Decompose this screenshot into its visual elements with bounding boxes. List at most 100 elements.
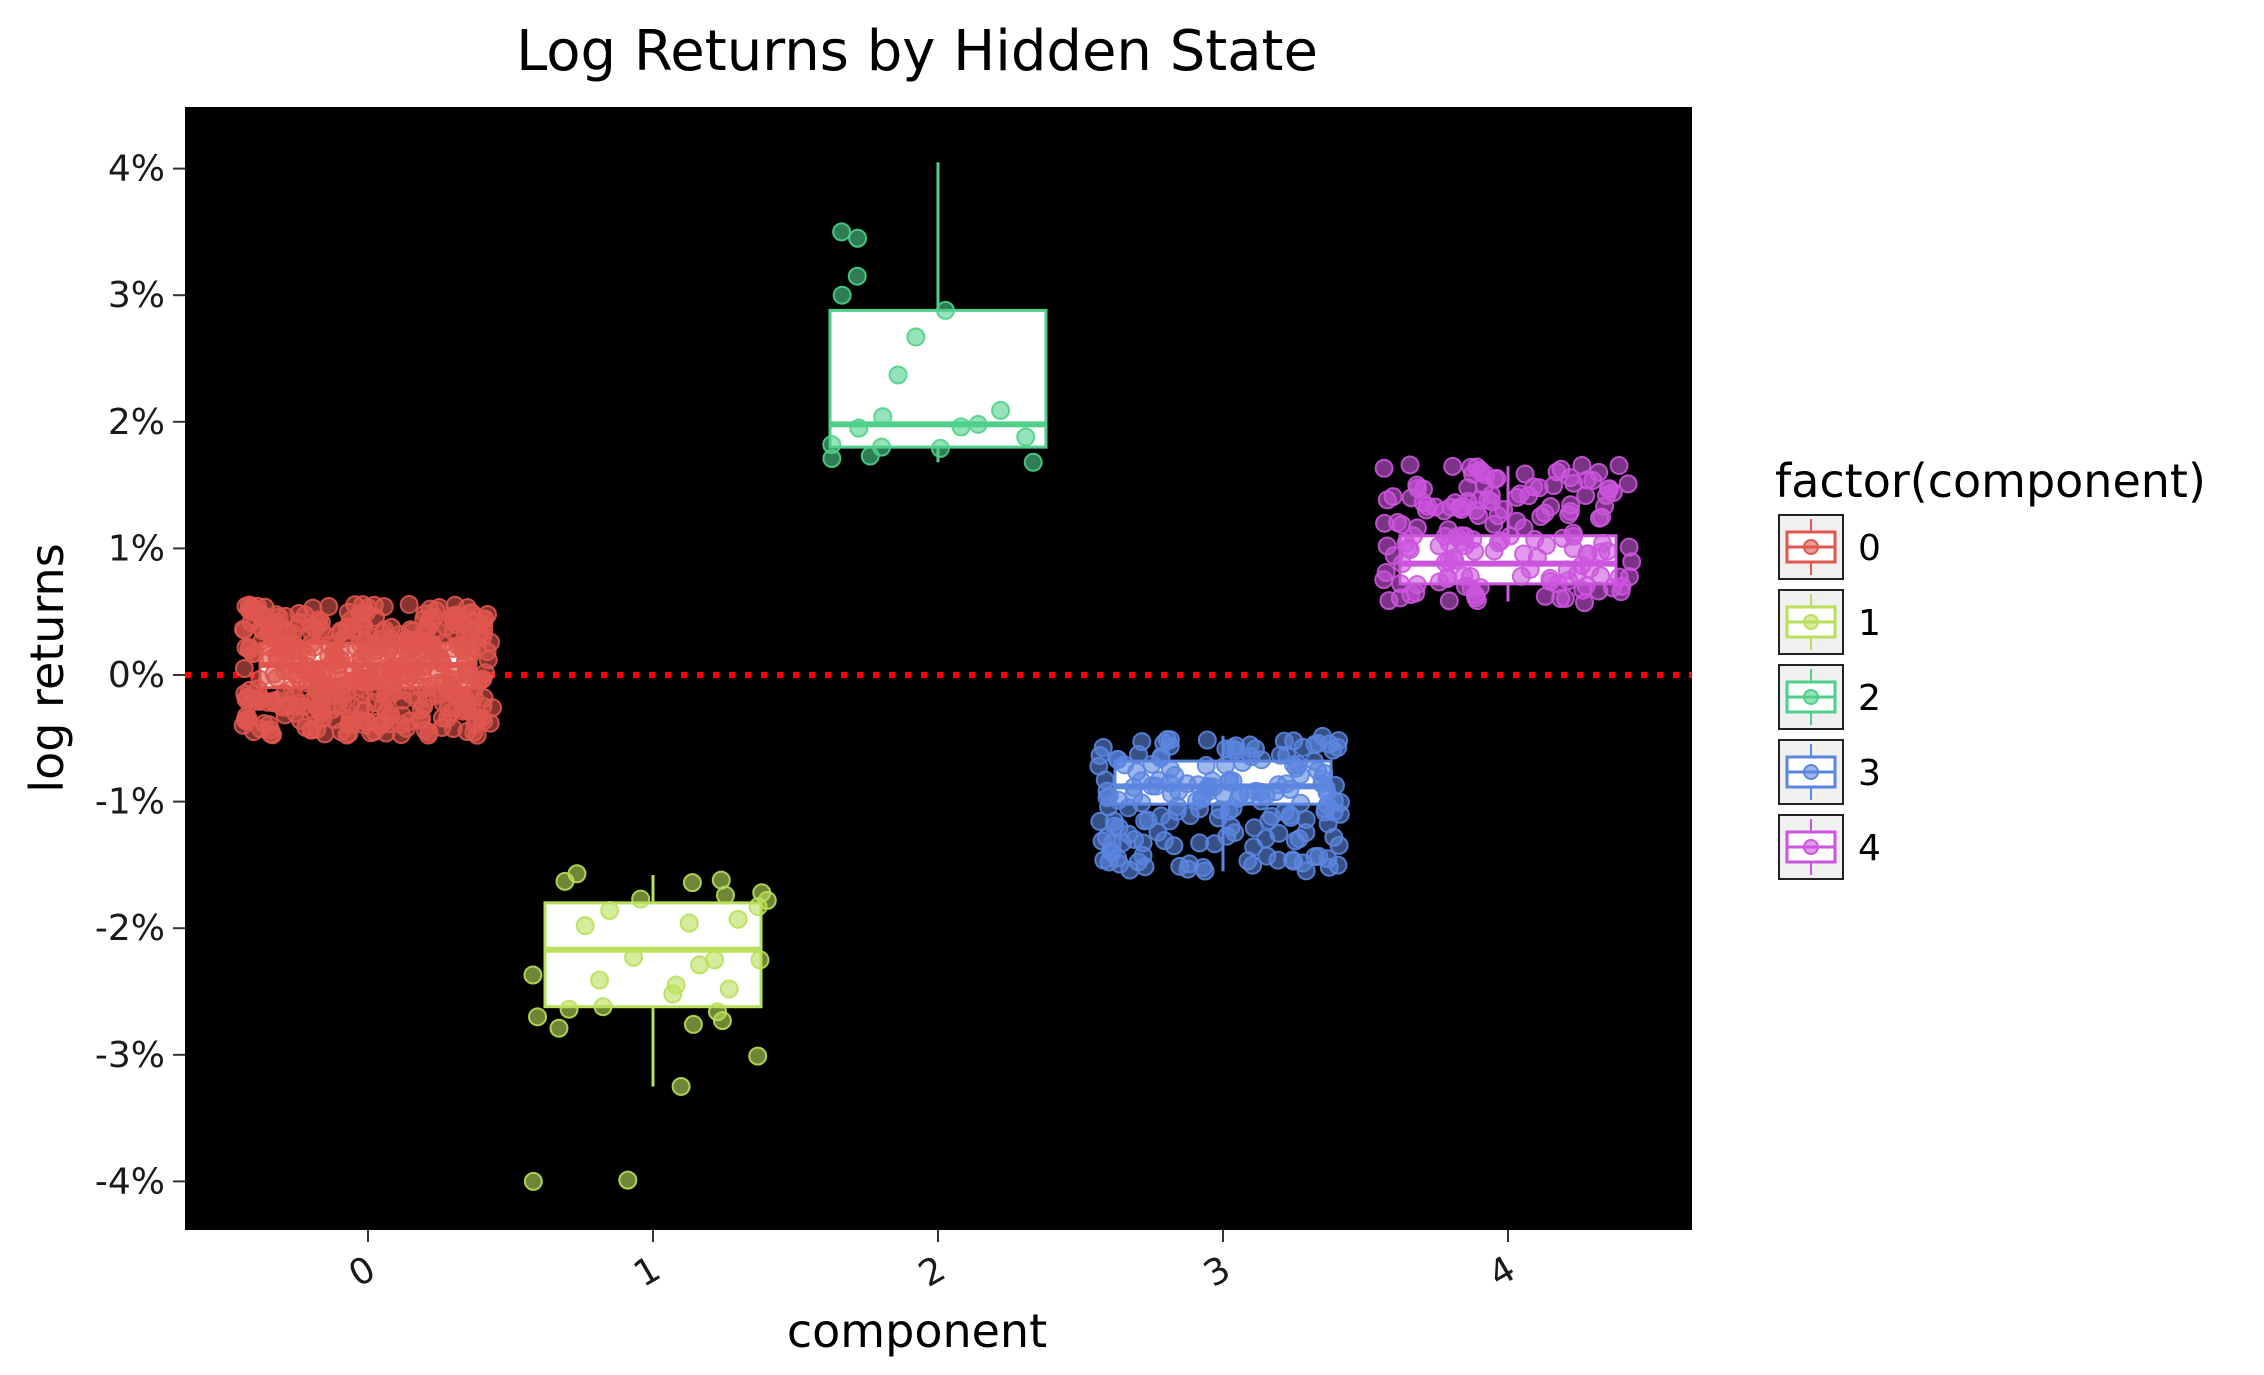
y-tick-label: -1%	[95, 782, 165, 823]
points-0	[233, 594, 502, 745]
data-point	[301, 634, 321, 654]
data-point	[331, 623, 351, 643]
data-point	[1609, 456, 1629, 476]
data-point	[593, 997, 613, 1017]
data-point	[1167, 801, 1187, 821]
legend-label: 3	[1858, 753, 1881, 794]
data-point	[682, 873, 702, 893]
legend-label: 1	[1858, 603, 1881, 644]
data-point	[1560, 468, 1580, 488]
data-point	[332, 695, 352, 715]
data-point	[1574, 593, 1594, 613]
data-point	[549, 1018, 569, 1038]
points-4	[1374, 455, 1642, 613]
data-point	[373, 696, 393, 716]
data-point	[523, 965, 543, 985]
data-point	[873, 407, 893, 427]
data-point	[1618, 474, 1638, 494]
data-point	[306, 679, 326, 699]
data-point	[1435, 526, 1455, 546]
data-point	[1400, 455, 1420, 475]
legend-entry-1: 1	[1778, 589, 1881, 655]
data-point	[285, 686, 305, 706]
data-point	[748, 1046, 768, 1066]
data-point	[1283, 851, 1303, 871]
data-point	[1023, 452, 1043, 472]
data-point	[1468, 505, 1488, 525]
data-point	[374, 597, 394, 617]
data-point	[428, 660, 448, 680]
data-point	[1230, 784, 1250, 804]
data-point	[1099, 797, 1119, 817]
data-point	[750, 950, 770, 970]
data-point	[358, 598, 378, 618]
y-tick-label: -4%	[95, 1161, 165, 1202]
data-point	[1246, 781, 1266, 801]
data-point	[245, 602, 265, 622]
data-point	[1392, 515, 1412, 535]
legend-label: 0	[1858, 528, 1881, 569]
data-point	[396, 640, 416, 660]
data-point	[309, 610, 329, 630]
data-point	[523, 1171, 543, 1191]
data-point	[239, 640, 259, 660]
data-point	[417, 688, 437, 708]
data-point	[906, 327, 926, 347]
data-point	[348, 652, 368, 672]
data-point	[590, 970, 610, 990]
data-point	[401, 620, 421, 640]
points-1	[523, 864, 777, 1191]
data-point	[1281, 807, 1301, 827]
y-axis-title: log returns	[20, 543, 74, 792]
data-point	[1094, 850, 1114, 870]
data-point	[1598, 479, 1618, 499]
data-point	[1270, 745, 1290, 765]
data-point	[1285, 831, 1305, 851]
y-tick-label: 0%	[108, 655, 165, 696]
data-point	[1540, 568, 1560, 588]
data-point	[1536, 535, 1556, 555]
data-point	[1439, 551, 1459, 571]
data-point	[1169, 781, 1189, 801]
data-point	[1592, 507, 1612, 527]
data-point	[968, 414, 988, 434]
data-point	[1510, 484, 1530, 504]
y-tick-label: -3%	[95, 1035, 165, 1076]
data-point	[690, 955, 710, 975]
data-point	[1195, 861, 1215, 881]
data-point	[679, 913, 699, 933]
data-point	[847, 266, 867, 286]
data-point	[269, 607, 289, 627]
data-point	[1451, 499, 1471, 519]
data-point	[399, 666, 419, 686]
y-tick-label: -2%	[95, 908, 165, 949]
data-point	[1561, 495, 1581, 515]
legend: factor(component) 0 1 2 3 4	[1775, 454, 2206, 880]
data-point	[446, 615, 466, 635]
data-point	[381, 617, 401, 637]
data-point	[1541, 497, 1561, 517]
data-point	[338, 602, 358, 622]
data-point	[1296, 861, 1316, 881]
data-point	[1197, 730, 1217, 750]
data-point	[1092, 831, 1112, 851]
data-point	[1125, 829, 1145, 849]
data-point	[1284, 731, 1304, 751]
legend-entry-0: 0	[1778, 514, 1881, 580]
data-point	[367, 640, 387, 660]
data-point	[1563, 523, 1583, 543]
data-point	[1454, 566, 1474, 586]
data-point	[1318, 849, 1338, 869]
x-tick-label: 0	[342, 1249, 382, 1296]
data-point	[1107, 749, 1127, 769]
data-point	[1315, 802, 1335, 822]
data-point	[1557, 560, 1577, 580]
y-tick-label: 3%	[108, 275, 165, 316]
data-point	[848, 228, 868, 248]
data-point	[420, 599, 440, 619]
data-point	[1551, 588, 1571, 608]
data-point	[1187, 791, 1207, 811]
data-point	[458, 701, 478, 721]
data-point	[1135, 811, 1155, 831]
data-point	[575, 916, 595, 936]
